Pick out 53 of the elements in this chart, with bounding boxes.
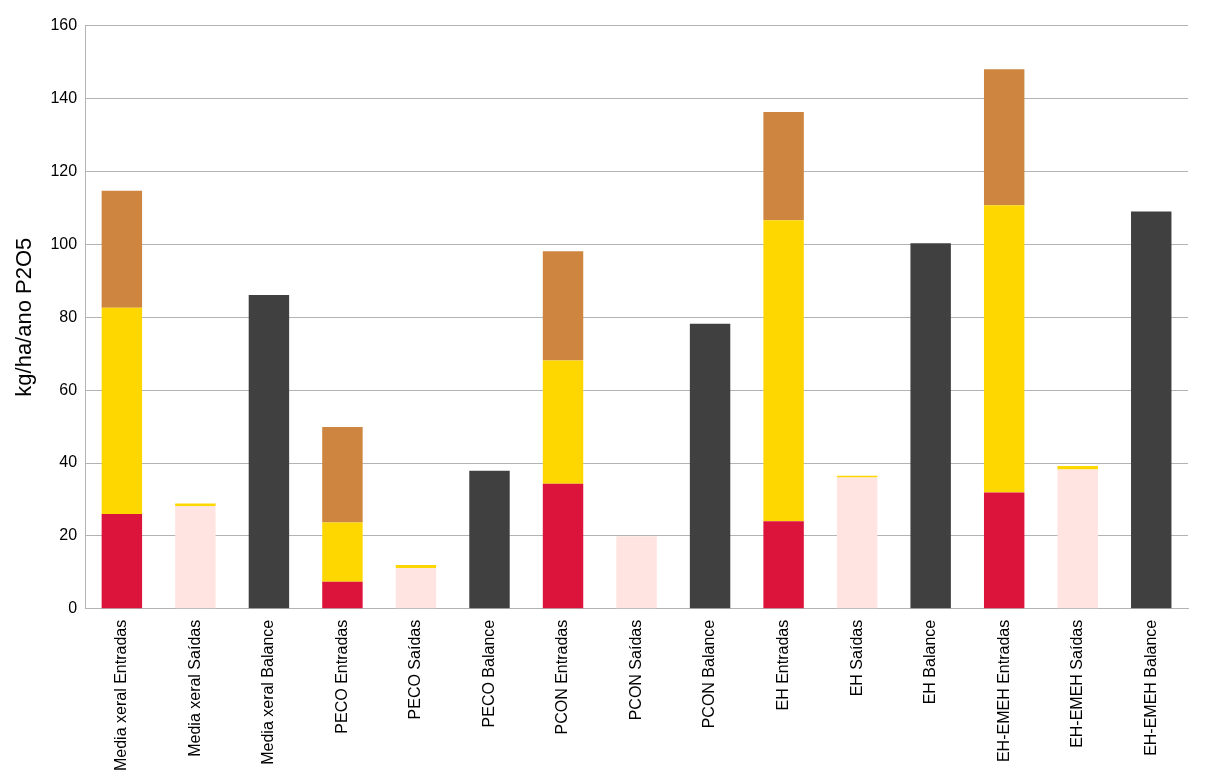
bar xyxy=(395,567,437,609)
y-tick-label: 100 xyxy=(50,234,78,252)
x-tick-label: PECO Saídas xyxy=(406,619,424,720)
bar xyxy=(1057,465,1098,470)
x-tick-label: PCON Balance xyxy=(700,619,718,729)
y-tick-label: 0 xyxy=(68,599,78,617)
bar xyxy=(395,565,437,568)
x-tick-label: EH-EMEH Saídas xyxy=(1068,619,1086,748)
bar xyxy=(1057,469,1098,609)
x-tick-label: Media xeral Entradas xyxy=(112,619,130,771)
x-tick-label: EH Entradas xyxy=(774,619,792,711)
bar xyxy=(983,205,1025,493)
y-tick-label: 60 xyxy=(59,380,78,398)
y-tick-label: 40 xyxy=(59,453,78,471)
bar xyxy=(836,477,878,609)
y-tick-label: 20 xyxy=(59,526,78,544)
x-tick-label: EH Saídas xyxy=(847,619,865,697)
bar xyxy=(101,190,143,308)
x-tick-label: EH-EMEH Entradas xyxy=(994,619,1012,763)
bar xyxy=(542,483,584,609)
x-tick-label: PCON Saídas xyxy=(626,619,644,721)
x-tick-label: PECO Balance xyxy=(479,619,497,728)
x-tick-label: EH-EMEH Balance xyxy=(1141,619,1159,756)
x-tick-label: PCON Entradas xyxy=(553,619,571,735)
bar xyxy=(763,220,804,522)
bar xyxy=(910,243,951,609)
bar xyxy=(101,514,143,609)
bar xyxy=(248,294,290,609)
bar xyxy=(983,69,1025,206)
bar xyxy=(322,426,363,523)
bar xyxy=(175,506,216,609)
y-tick-label: 160 xyxy=(50,16,78,34)
bar xyxy=(763,521,804,609)
y-axis-title: kg/ha/ano P2O5 xyxy=(11,237,37,397)
bar xyxy=(616,536,657,609)
y-tick-label: 120 xyxy=(50,161,78,179)
bar xyxy=(469,470,510,609)
bar xyxy=(322,522,363,582)
y-tick-label: 140 xyxy=(50,88,78,106)
y-tick-label: 80 xyxy=(59,307,78,325)
bar xyxy=(175,503,216,507)
bar xyxy=(542,251,584,361)
bar xyxy=(101,307,143,515)
bar xyxy=(763,111,804,221)
bar xyxy=(322,581,363,609)
x-tick-label: Media xeral Saídas xyxy=(185,619,203,757)
bar xyxy=(542,360,584,484)
x-tick-label: EH Balance xyxy=(921,619,939,705)
bar xyxy=(689,323,731,609)
bar xyxy=(983,492,1025,609)
bar xyxy=(1131,211,1172,609)
x-tick-label: Media xeral Balance xyxy=(259,619,277,765)
x-tick-label: PECO Entradas xyxy=(332,619,350,734)
